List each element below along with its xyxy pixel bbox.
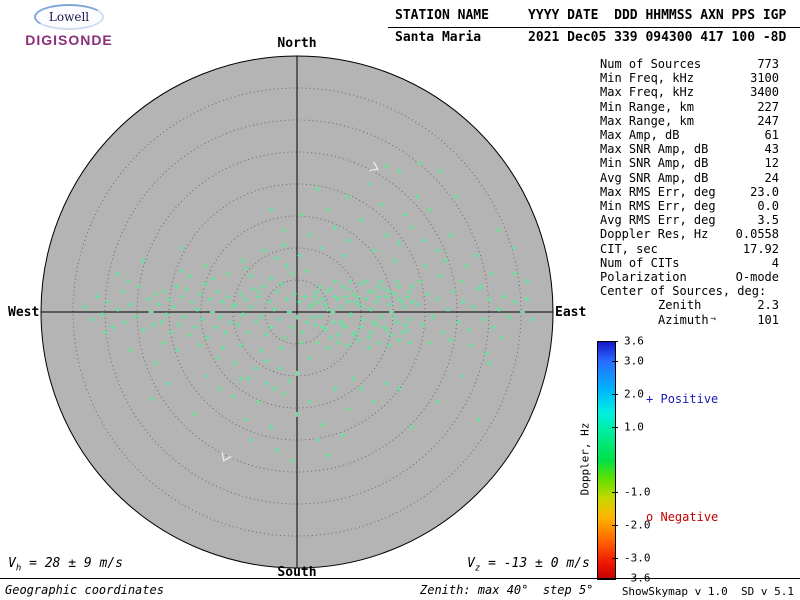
stat-label: Min RMS Err, deg xyxy=(600,199,716,214)
stat-value: 3100 xyxy=(750,71,779,86)
colorbar-tick-mark xyxy=(612,341,618,342)
legend-negative-label: Negative xyxy=(660,510,719,524)
stat-value: 17.92 xyxy=(742,241,779,256)
statistics-panel: Num of Sources 773 Min Freq, kHz 3100 Max Fr… xyxy=(600,57,779,327)
stat-row: Zenith 2.3 xyxy=(600,298,779,312)
header-underline xyxy=(388,27,800,28)
plus-marker-icon: + xyxy=(646,392,654,406)
stat-label: Max Amp, dB xyxy=(600,128,680,143)
lowell-logo-text: Lowell xyxy=(48,10,90,24)
stat-value: 101 xyxy=(757,312,779,327)
zenith-range-caption: Zenith: max 40° step 5° xyxy=(420,583,594,597)
stat-value: 773 xyxy=(757,57,779,71)
stat-value: O-mode xyxy=(735,270,779,285)
stat-label: Num of Sources xyxy=(600,57,702,71)
stat-row: Avg SNR Amp, dB 24 xyxy=(600,171,779,185)
stat-value: 2.3 xyxy=(757,298,779,313)
circle-marker-icon: o xyxy=(646,510,654,524)
colorbar-tick-mark xyxy=(612,525,618,527)
colorbar-title: Doppler, Hz xyxy=(578,422,592,496)
legend-negative: o Negative xyxy=(646,510,718,524)
colorbar-tick-label: 3.0 xyxy=(624,354,644,368)
legend-positive-label: Positive xyxy=(660,392,719,406)
stat-row: Max RMS Err, deg 23.0 xyxy=(600,185,779,199)
stat-row: Azimuth 101 xyxy=(600,313,779,327)
stat-row: Polarization O-mode xyxy=(600,270,779,284)
stat-row: Min Freq, kHz 3100 xyxy=(600,71,779,85)
compass-label-east: East xyxy=(555,305,587,320)
stat-label: Polarization xyxy=(600,270,687,285)
stat-label: CIT, sec xyxy=(600,241,658,256)
digisonde-logo-text: DIGISONDE xyxy=(25,32,113,48)
stat-label: Max RMS Err, deg xyxy=(600,184,716,199)
stat-value: 0.0558 xyxy=(735,227,779,242)
colorbar-tick-mark xyxy=(612,558,618,560)
stat-label: Num of CITs xyxy=(600,255,680,270)
lowell-logo-oval: Lowell xyxy=(34,4,104,30)
stat-label: Max Range, km xyxy=(600,113,694,128)
vertical-velocity-readout: Vz = -13 ± 0 m/s xyxy=(467,556,590,574)
stat-label: Zenith xyxy=(658,298,702,313)
colorbar-tick-mark xyxy=(612,393,618,395)
stat-value: 0.0 xyxy=(757,199,779,214)
stat-value: 61 xyxy=(764,128,779,143)
stat-value: 43 xyxy=(764,142,779,157)
colorbar-tick-mark xyxy=(612,360,618,362)
legend-positive: + Positive xyxy=(646,392,718,406)
stat-value: 3400 xyxy=(750,85,779,100)
colorbar-tick-label: -3.0 xyxy=(624,551,651,565)
footer-divider xyxy=(0,578,800,579)
compass-label-north: North xyxy=(277,36,317,51)
stat-value: 227 xyxy=(757,99,779,114)
stat-row: Max Range, km 247 xyxy=(600,114,779,128)
stat-value: 4 xyxy=(771,255,779,270)
compass-label-west: West xyxy=(8,305,40,320)
stat-label: Min SNR Amp, dB xyxy=(600,156,709,171)
colorbar-tick-labels: 3.6 3.0 2.0 1.0 -1.0 -2.0 -3.0 -3.6 xyxy=(612,335,657,585)
stat-row: Min SNR Amp, dB 12 xyxy=(600,156,779,170)
stat-row: Center of Sources, deg: xyxy=(600,284,779,298)
stat-row: CIT, sec 17.92 xyxy=(600,242,779,256)
stat-row: Min RMS Err, deg 0.0 xyxy=(600,199,779,213)
stat-value: 247 xyxy=(757,113,779,128)
doppler-colorbar xyxy=(597,341,616,580)
stat-label: Azimuth xyxy=(658,312,709,327)
stat-value: 24 xyxy=(764,170,779,185)
colorbar-tick-mark xyxy=(612,492,618,494)
stat-row: Max Amp, dB 61 xyxy=(600,128,779,142)
stat-row: Num of CITs 4 xyxy=(600,256,779,270)
lowell-digisonde-logo: Lowell DIGISONDE xyxy=(8,4,130,48)
stat-label: Doppler Res, Hz xyxy=(600,227,709,242)
stat-row: Max Freq, kHz 3400 xyxy=(600,85,779,99)
stat-label: Max SNR Amp, dB xyxy=(600,142,709,157)
colorbar-tick-label: 1.0 xyxy=(624,420,644,434)
stat-label: Min Range, km xyxy=(600,99,694,114)
colorbar-tick-label: -1.0 xyxy=(624,485,651,499)
colorbar-tick-label: 2.0 xyxy=(624,387,644,401)
colorbar-tick-label: 3.6 xyxy=(624,334,644,348)
stat-value: 3.5 xyxy=(757,213,779,228)
header-values: Santa Maria 2021 Dec05 339 094300 417 10… xyxy=(395,30,787,45)
colorbar-tick-label: -2.0 xyxy=(624,518,651,532)
coordinates-caption: Geographic coordinates xyxy=(5,583,164,597)
colorbar-tick-mark xyxy=(612,426,618,428)
stat-value: 12 xyxy=(764,156,779,171)
stat-row: Avg RMS Err, deg 3.5 xyxy=(600,213,779,227)
stat-label: Max Freq, kHz xyxy=(600,85,694,100)
stat-label: Avg SNR Amp, dB xyxy=(600,170,709,185)
horizontal-velocity-readout: Vh = 28 ± 9 m/s xyxy=(8,556,123,574)
stat-value: 23.0 xyxy=(750,184,779,199)
stat-row: Doppler Res, Hz 0.0558 xyxy=(600,227,779,241)
stat-row: Min Range, km 227 xyxy=(600,100,779,114)
app-version-label: ShowSkymap v 1.0 SD v 5.1 xyxy=(621,585,794,598)
compass-label-south: South xyxy=(277,565,317,580)
stat-label: Avg RMS Err, deg xyxy=(600,213,716,228)
stat-row: Num of Sources 773 xyxy=(600,57,779,71)
stat-label: Min Freq, kHz xyxy=(600,71,694,86)
header-field-names: STATION NAME YYYY DATE DDD HHMMSS AXN PP… xyxy=(395,8,787,23)
stat-label: Center of Sources, deg: xyxy=(600,284,767,299)
stat-row: Max SNR Amp, dB 43 xyxy=(600,142,779,156)
